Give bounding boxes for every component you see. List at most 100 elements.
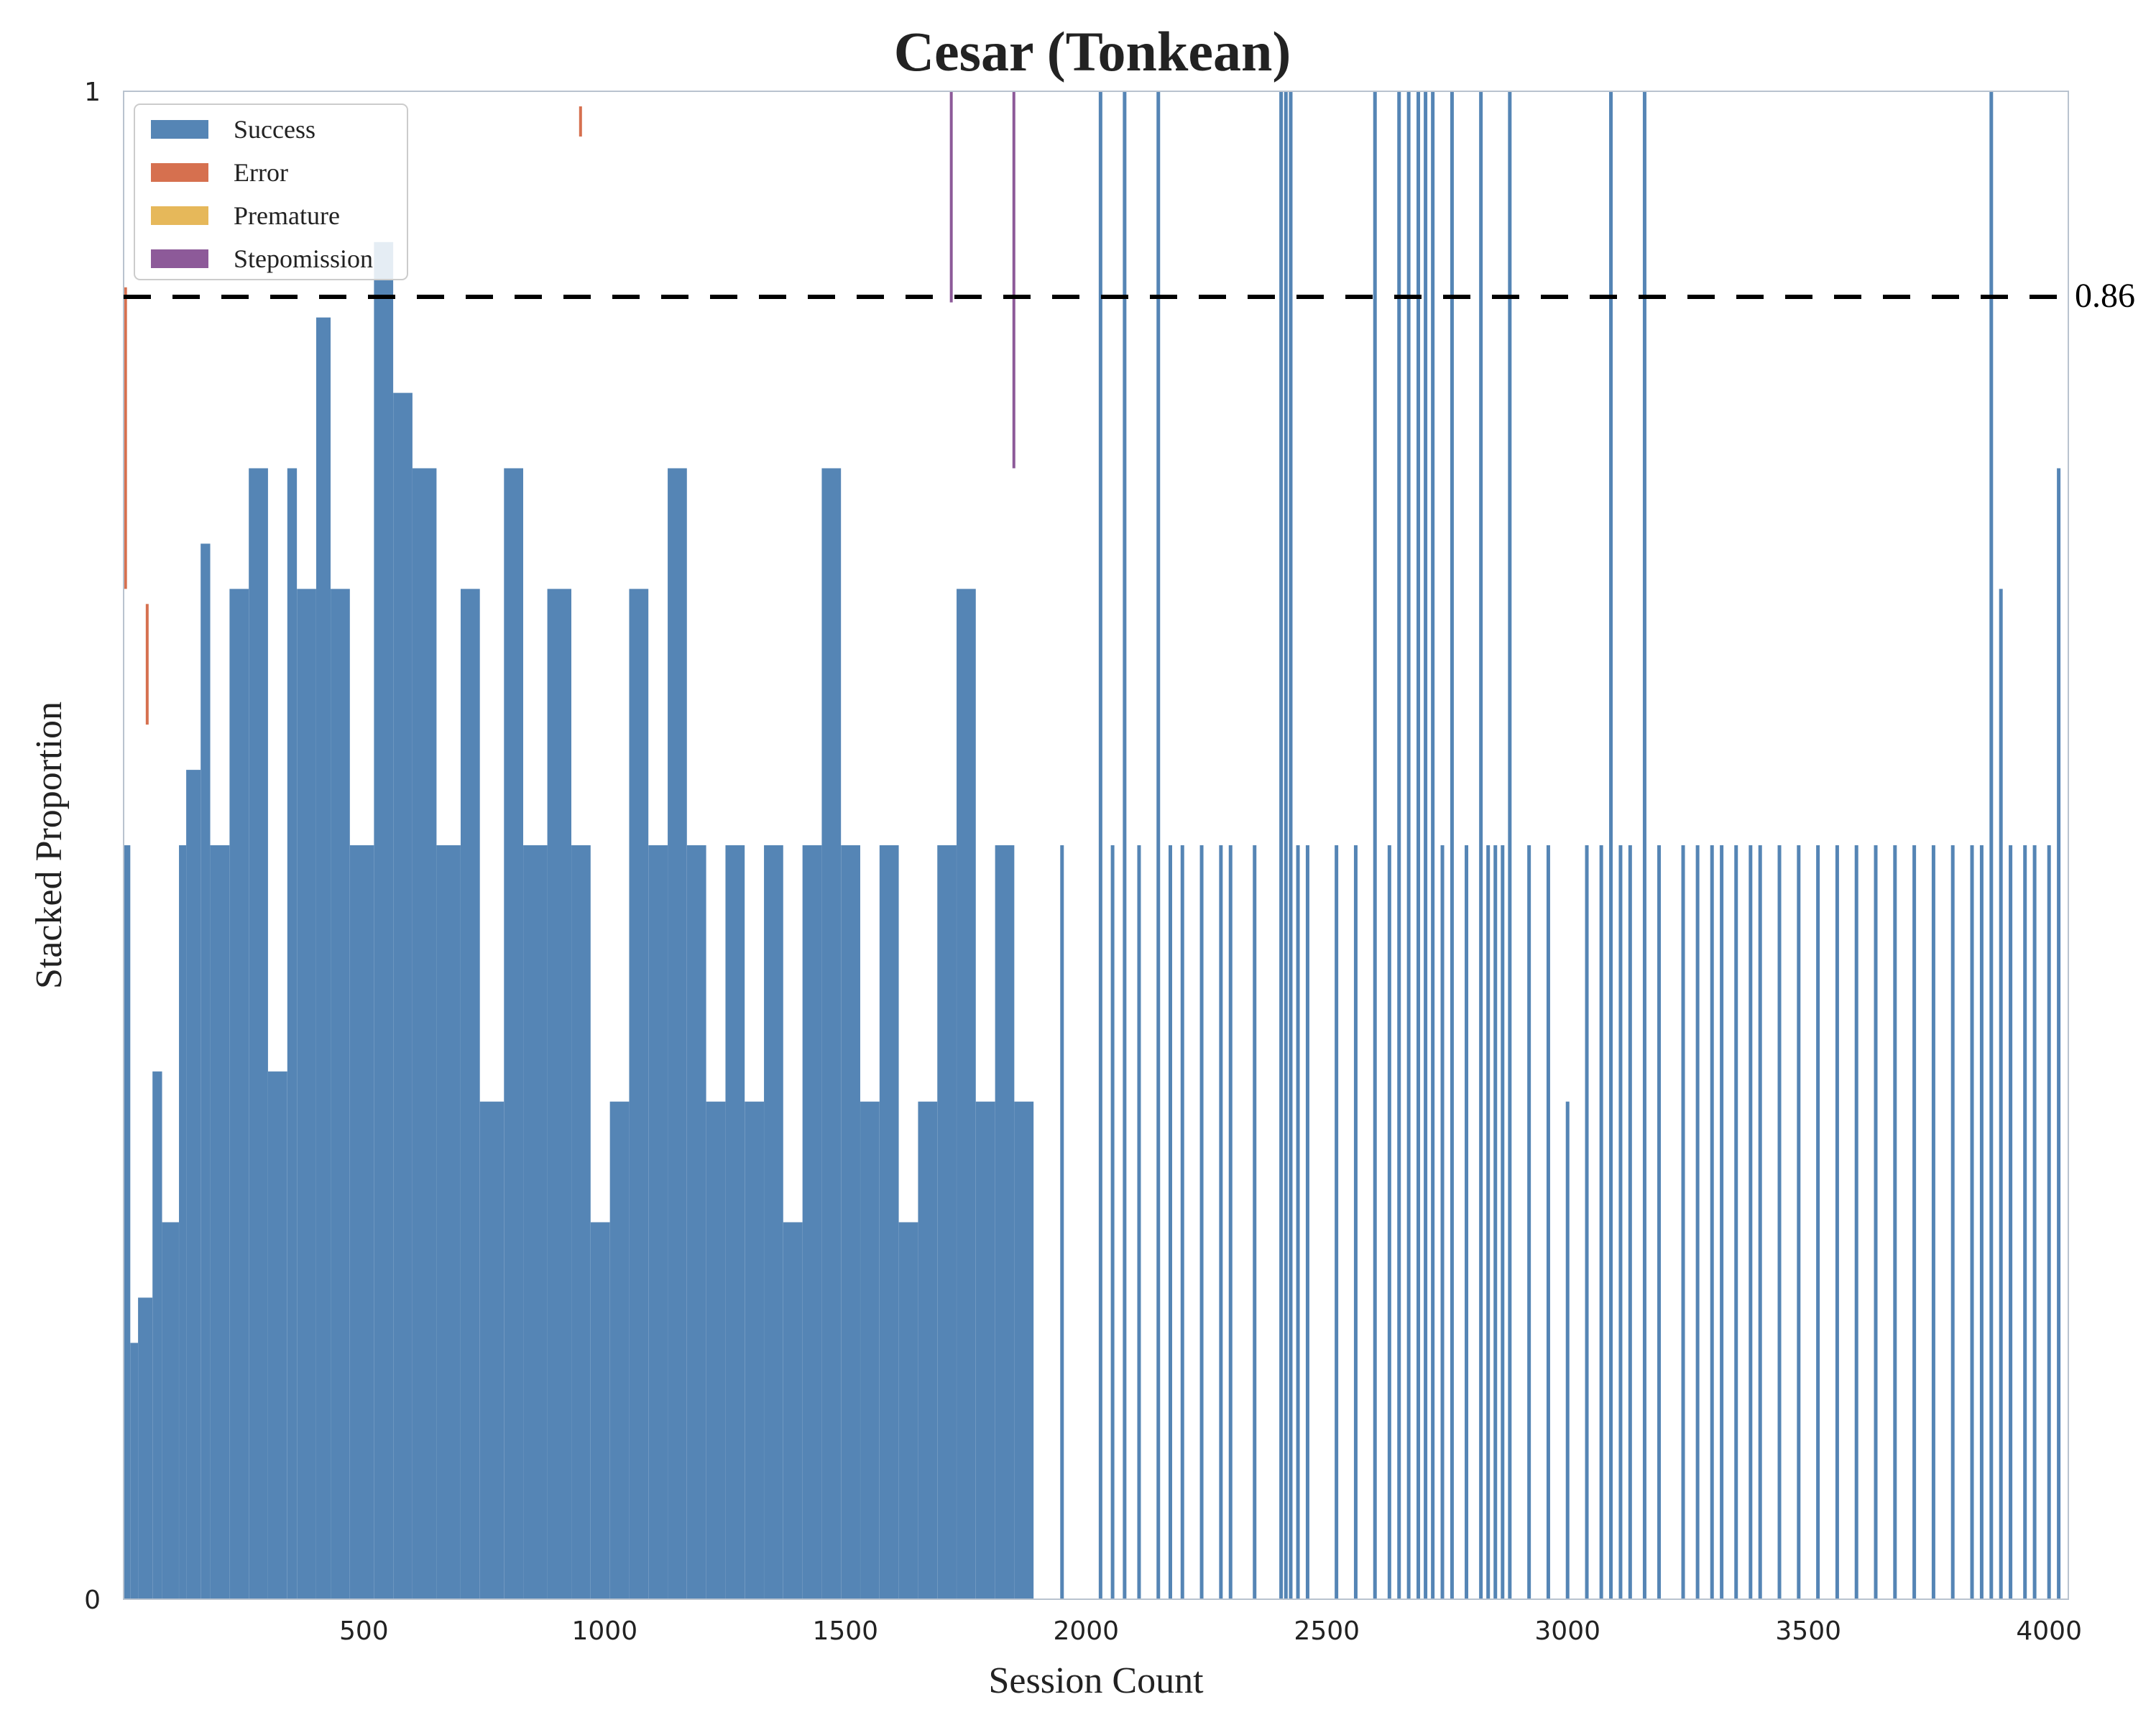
success-bar-segment-40 bbox=[841, 845, 860, 1599]
success-bar-113 bbox=[1989, 91, 1994, 1599]
success-bar-106 bbox=[1874, 845, 1878, 1599]
success-bar-61 bbox=[1253, 845, 1257, 1599]
success-bar-segment-13 bbox=[297, 589, 316, 1599]
success-bar-101 bbox=[1777, 845, 1782, 1599]
x-tick-label-2500: 2500 bbox=[1294, 1616, 1360, 1646]
success-bar-segment-44 bbox=[918, 1101, 938, 1599]
legend: Success Error Premature Stepomission bbox=[134, 104, 408, 280]
success-bar-104 bbox=[1835, 845, 1839, 1599]
success-bar-segment-42 bbox=[879, 845, 899, 1599]
success-bar-74 bbox=[1424, 91, 1428, 1599]
success-bar-59 bbox=[1219, 845, 1223, 1599]
success-bar-88 bbox=[1599, 845, 1603, 1599]
success-bar-65 bbox=[1296, 845, 1300, 1599]
success-bar-91 bbox=[1628, 845, 1632, 1599]
success-bar-105 bbox=[1854, 845, 1858, 1599]
y-axis-label: Stacked Proportion bbox=[29, 702, 70, 989]
success-bar-segment-16 bbox=[349, 845, 374, 1599]
success-bar-segment-9 bbox=[229, 589, 249, 1599]
success-bar-segment-39 bbox=[821, 468, 842, 1599]
success-bar-segment-49 bbox=[1014, 1101, 1034, 1599]
x-tick-label-3500: 3500 bbox=[1775, 1616, 1841, 1646]
success-bar-segment-47 bbox=[975, 1101, 995, 1599]
success-bar-segment-28 bbox=[609, 1101, 630, 1599]
success-bar-55 bbox=[1156, 91, 1161, 1599]
success-bar-segment-7 bbox=[201, 543, 211, 1599]
success-bar-segment-36 bbox=[764, 845, 783, 1599]
success-bar-110 bbox=[1950, 845, 1955, 1599]
success-bar-79 bbox=[1479, 91, 1483, 1599]
success-bar-segment-1 bbox=[130, 1343, 139, 1599]
success-bar-119 bbox=[2057, 468, 2061, 1599]
success-bar-segment-30 bbox=[648, 845, 668, 1599]
success-bar-78 bbox=[1465, 845, 1469, 1599]
reference-line-label: 0.86 bbox=[2075, 277, 2135, 315]
success-bar-segment-12 bbox=[287, 468, 298, 1599]
success-bar-69 bbox=[1373, 91, 1377, 1599]
success-bar-segment-20 bbox=[436, 845, 461, 1599]
success-bar-segment-6 bbox=[186, 770, 201, 1599]
success-bar-segment-26 bbox=[571, 845, 591, 1599]
success-bar-72 bbox=[1406, 91, 1411, 1599]
success-bar-89 bbox=[1609, 91, 1613, 1599]
success-bar-segment-22 bbox=[479, 1101, 505, 1599]
success-bar-98 bbox=[1734, 845, 1738, 1599]
success-bar-95 bbox=[1695, 845, 1700, 1599]
success-bar-segment-11 bbox=[267, 1071, 287, 1599]
legend-swatch-success bbox=[151, 120, 208, 139]
success-bar-64 bbox=[1289, 91, 1293, 1599]
success-bar-87 bbox=[1585, 845, 1589, 1599]
legend-items: Success Error Premature Stepomission bbox=[151, 115, 373, 273]
success-bar-83 bbox=[1508, 91, 1512, 1599]
success-bar-107 bbox=[1893, 845, 1897, 1599]
success-bar-57 bbox=[1180, 845, 1184, 1599]
success-bar-116 bbox=[2023, 845, 2027, 1599]
success-bar-50 bbox=[1060, 845, 1064, 1599]
success-bar-84 bbox=[1527, 845, 1531, 1599]
success-bar-segment-41 bbox=[860, 1101, 880, 1599]
legend-swatch-error bbox=[151, 163, 208, 182]
success-bar-60 bbox=[1228, 845, 1233, 1599]
legend-label-success: Success bbox=[234, 115, 315, 144]
success-bar-108 bbox=[1912, 845, 1917, 1599]
success-bar-segment-29 bbox=[629, 589, 649, 1599]
success-bar-segment-14 bbox=[315, 317, 331, 1600]
plot-area bbox=[123, 91, 2069, 1600]
success-bar-segment-35 bbox=[745, 1101, 764, 1599]
legend-label-stepomission: Stepomission bbox=[234, 244, 373, 273]
success-bar-85 bbox=[1546, 845, 1550, 1599]
bars-layer bbox=[124, 91, 2061, 1600]
success-bar-71 bbox=[1397, 91, 1401, 1599]
success-bar-81 bbox=[1493, 845, 1498, 1599]
success-bar-segment-5 bbox=[179, 845, 187, 1599]
success-bar-63 bbox=[1284, 91, 1288, 1599]
success-bar-62 bbox=[1279, 91, 1284, 1599]
success-bar-segment-10 bbox=[249, 468, 268, 1599]
legend-swatch-stepomission bbox=[151, 249, 208, 268]
stepomission-bar-1 bbox=[1012, 91, 1015, 469]
success-bar-73 bbox=[1416, 91, 1421, 1599]
x-tick-label-4000: 4000 bbox=[2016, 1616, 2082, 1646]
chart-title: Cesar (Tonkean) bbox=[894, 20, 1291, 83]
success-bar-67 bbox=[1335, 845, 1339, 1599]
success-bar-segment-17 bbox=[374, 242, 394, 1599]
y-axis-ticks: 01 bbox=[84, 78, 101, 1615]
x-tick-label-2000: 2000 bbox=[1053, 1616, 1119, 1646]
legend-swatch-premature bbox=[151, 206, 208, 225]
success-bar-68 bbox=[1353, 845, 1358, 1599]
y-tick-label-0: 0 bbox=[84, 1586, 101, 1615]
success-bar-111 bbox=[1970, 845, 1974, 1599]
success-bar-segment-4 bbox=[162, 1222, 179, 1599]
success-bar-segment-19 bbox=[412, 468, 437, 1599]
success-bar-segment-15 bbox=[331, 589, 350, 1599]
success-bar-86 bbox=[1565, 1101, 1570, 1599]
success-bar-56 bbox=[1169, 845, 1173, 1599]
success-bar-segment-25 bbox=[547, 589, 572, 1599]
success-bar-93 bbox=[1657, 845, 1662, 1599]
success-bar-96 bbox=[1710, 845, 1714, 1599]
success-bar-92 bbox=[1642, 91, 1646, 1599]
error-bar-0 bbox=[124, 287, 127, 589]
x-tick-label-500: 500 bbox=[339, 1616, 389, 1646]
success-bar-segment-23 bbox=[504, 468, 524, 1599]
